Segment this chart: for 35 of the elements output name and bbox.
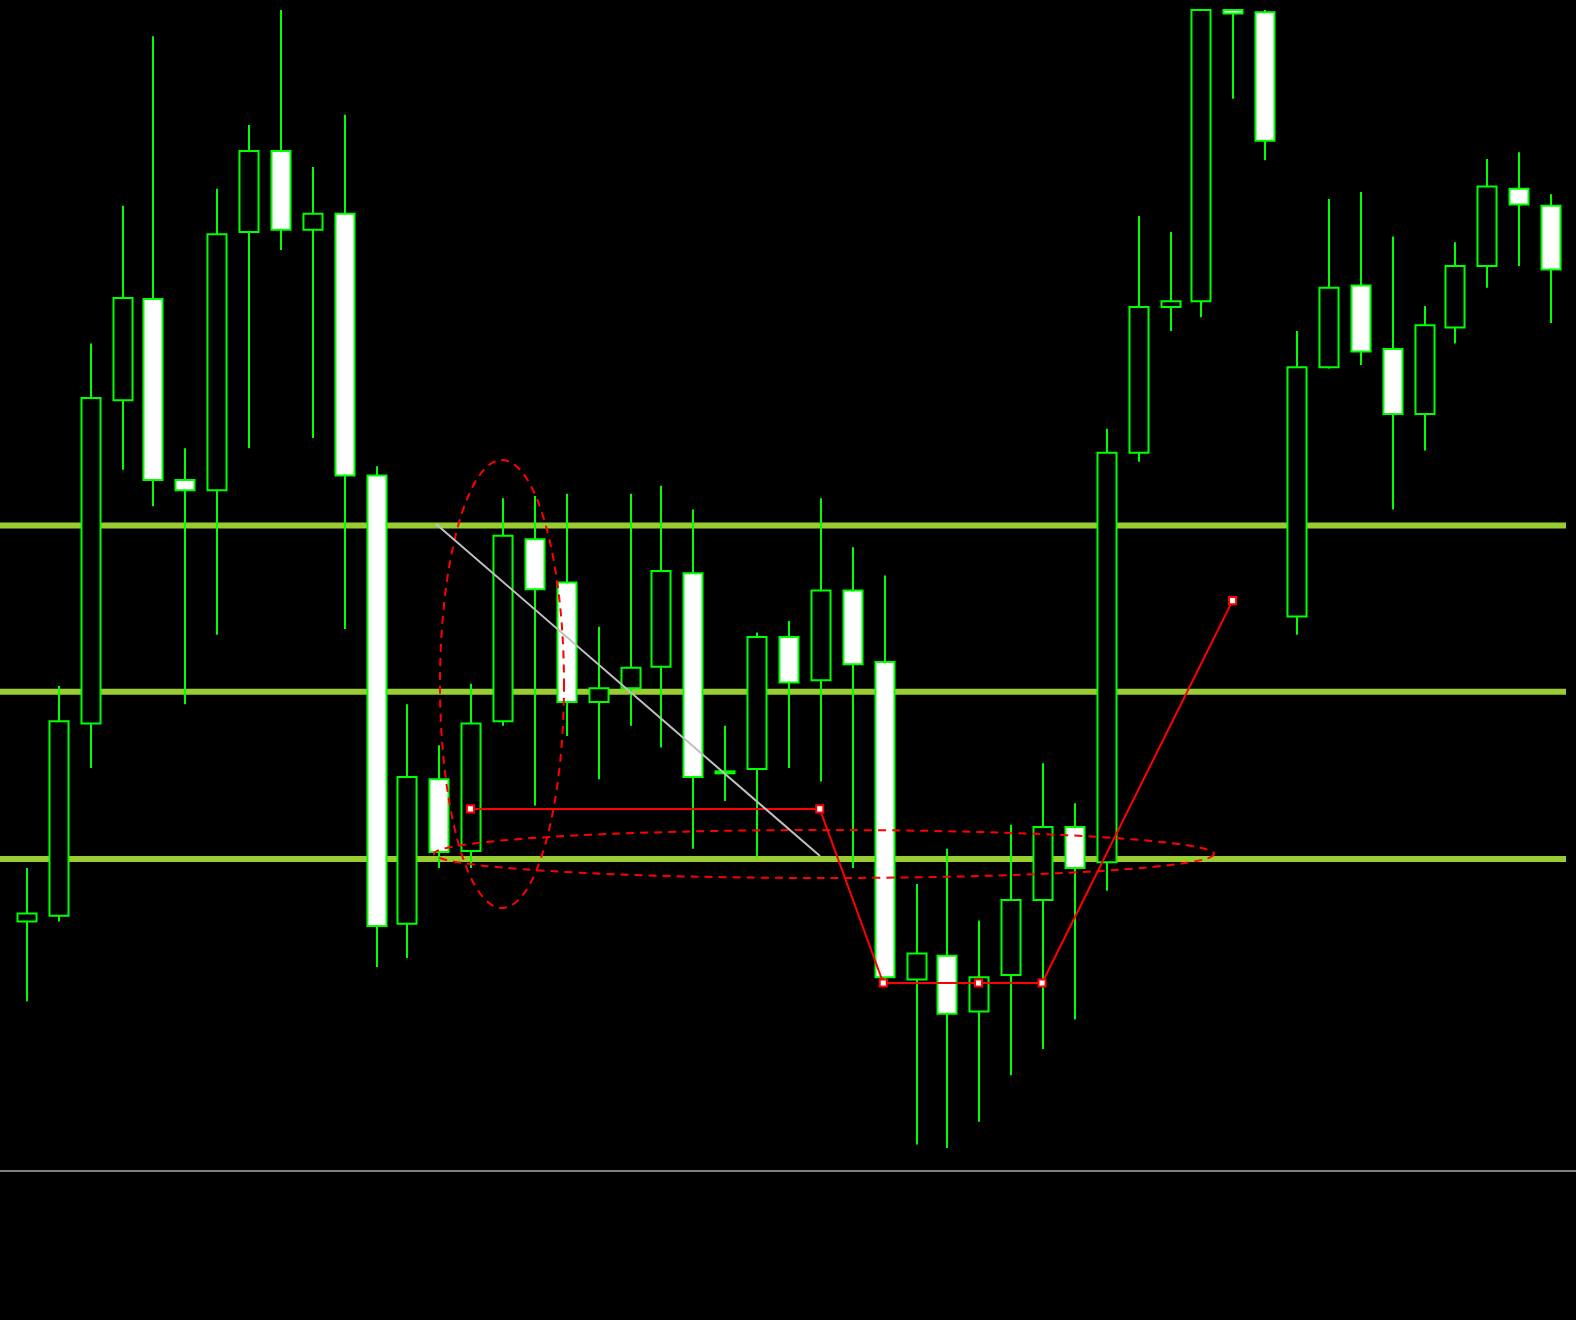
candlestick [778, 620, 800, 769]
candlestick [428, 744, 450, 870]
candlestick [1128, 214, 1150, 463]
candlestick [1190, 9, 1212, 319]
candlestick [334, 113, 356, 631]
candlestick [906, 882, 928, 1146]
candlestick [48, 684, 70, 923]
candlestick [682, 508, 704, 850]
candlestick [1254, 9, 1276, 162]
candlestick [206, 187, 228, 636]
candlestick [366, 465, 388, 969]
candlestick [1286, 329, 1308, 636]
candlestick [810, 497, 832, 783]
candlestick [524, 494, 546, 807]
candlestick [460, 682, 482, 870]
candlestick [1096, 427, 1118, 892]
candlestick [842, 546, 864, 870]
candlestick [1000, 823, 1022, 1077]
candlestick [1476, 158, 1498, 289]
candlestick [80, 342, 102, 769]
candlestick [1382, 235, 1404, 511]
candlestick [112, 204, 134, 471]
candlestick [1540, 193, 1562, 324]
candlestick [1318, 197, 1340, 369]
candlestick [1444, 241, 1466, 345]
candlestick [650, 484, 672, 749]
candlestick [238, 123, 260, 450]
candlestick [746, 631, 768, 858]
candlestick [1414, 304, 1436, 452]
candlestick [492, 497, 514, 727]
candlestick [142, 35, 164, 508]
candlestick [270, 9, 292, 252]
candlestick [968, 919, 990, 1123]
candlestick [396, 703, 418, 959]
candlestick [1350, 191, 1372, 367]
